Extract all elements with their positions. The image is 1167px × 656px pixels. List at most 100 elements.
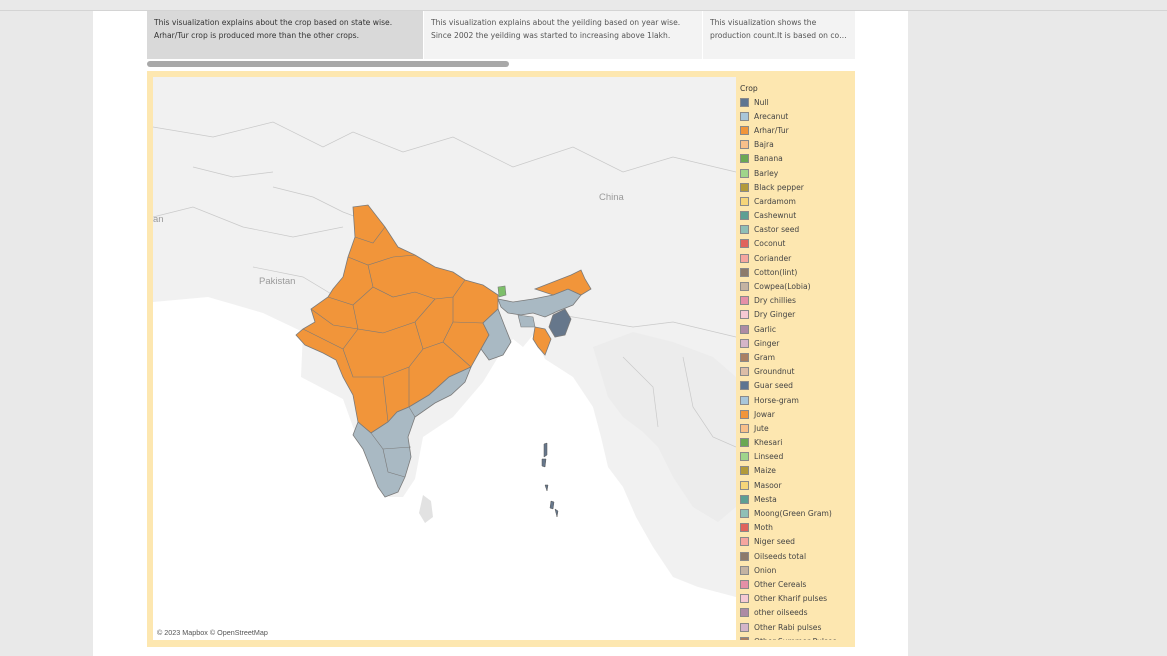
region-east-bengal[interactable] [480,308,512,361]
legend-item[interactable]: Masoor [740,478,852,492]
region-arunachal[interactable] [533,269,592,296]
legend-label: Dry Ginger [754,310,796,320]
legend-label: Gram [754,352,776,362]
legend-item[interactable]: Niger seed [740,535,852,549]
legend-item[interactable]: Jute [740,421,852,435]
legend-item[interactable]: Other Kharif pulses [740,592,852,606]
legend-item[interactable]: Coriander [740,251,852,265]
legend-label: Cardamom [754,196,796,206]
legend-label: Other Cereals [754,579,807,589]
legend-swatch [740,310,749,320]
legend-item[interactable]: Horse-gram [740,393,852,407]
legend-item[interactable]: Bajra [740,138,852,152]
legend-item[interactable]: Maize [740,464,852,478]
legend-items: Null Arecanut Arhar/Tur Bajra Banana Barley Bl… [740,95,852,640]
legend-item[interactable]: Coconut [740,237,852,251]
legend-item[interactable]: Gram [740,350,852,364]
legend-item[interactable]: Cowpea(Lobia) [740,279,852,293]
legend-item[interactable]: Linseed [740,450,852,464]
story-scrollbar-thumb[interactable] [147,61,509,67]
legend-item[interactable]: Oilseeds total [740,549,852,563]
map-label-pakistan: Pakistan [259,276,296,287]
legend-label: Ginger [754,338,780,348]
legend-swatch [740,551,749,561]
legend-swatch [740,211,749,221]
legend-label: Groundnut [754,367,795,377]
story-caption-bar: This visualization explains about the cr… [147,11,855,59]
region-south-india[interactable] [352,366,472,498]
legend-item[interactable]: Other Summer Pulses [740,634,852,640]
story-point-2-line-2: Since 2002 the yeilding was started to i… [431,30,671,40]
region-sikkim[interactable] [497,285,507,298]
legend-item[interactable]: Dry chillies [740,294,852,308]
legend-swatch [740,579,749,589]
legend-item[interactable]: Black pepper [740,180,852,194]
legend-item[interactable]: Null [740,95,852,109]
legend-item[interactable]: Dry Ginger [740,308,852,322]
story-scrollbar[interactable] [147,60,855,68]
map-attribution[interactable]: © 2023 Mapbox © OpenStreetMap [157,628,268,637]
legend-swatch [740,452,749,462]
region-meghalaya[interactable] [517,314,536,328]
legend-swatch [740,182,749,192]
legend-swatch [740,154,749,164]
state-borders-orange [302,226,484,423]
legend-label: Onion [754,565,777,575]
crop-map[interactable]: China Pakistan an © 2023 Mapbox © OpenSt… [153,77,736,640]
legend-item[interactable]: Cardamom [740,194,852,208]
sri-lanka-land [419,495,433,523]
legend-swatch [740,97,749,107]
legend-label: Arecanut [754,111,789,121]
ocean-water [153,297,736,640]
legend-label: Other Summer Pulses [754,637,837,640]
legend-swatch [740,409,749,419]
story-point-3[interactable]: This visualization shows the production … [703,11,855,59]
legend-swatch [740,111,749,121]
region-manipur-null[interactable] [548,308,572,338]
legend-swatch [740,239,749,249]
legend-swatch [740,140,749,150]
legend-item[interactable]: Jowar [740,407,852,421]
map-label-edge: an [153,214,164,225]
legend-swatch [740,395,749,405]
legend-item[interactable]: Onion [740,563,852,577]
legend-item[interactable]: Other Rabi pulses [740,620,852,634]
legend-swatch [740,494,749,504]
legend-swatch [740,282,749,292]
legend-item[interactable]: Mesta [740,492,852,506]
legend-item[interactable]: Moong(Green Gram) [740,506,852,520]
legend-item[interactable]: Arecanut [740,109,852,123]
legend-item[interactable]: Banana [740,152,852,166]
legend-item[interactable]: Guar seed [740,379,852,393]
legend-item[interactable]: Khesari [740,436,852,450]
legend-item[interactable]: Arhar/Tur [740,123,852,137]
legend-swatch [740,225,749,235]
region-mizoram[interactable] [532,326,552,356]
legend-label: Jowar [754,409,775,419]
state-borders-south [370,406,416,478]
story-point-1-line-2: Arhar/Tur crop is produced more than the… [154,30,360,40]
legend-item[interactable]: other oilseeds [740,606,852,620]
legend-item[interactable]: Groundnut [740,365,852,379]
legend-label: Masoor [754,480,782,490]
legend-swatch [740,196,749,206]
legend-item[interactable]: Other Cereals [740,577,852,591]
legend-item[interactable]: Barley [740,166,852,180]
region-assam[interactable] [497,288,582,318]
legend-item[interactable]: Cotton(lint) [740,265,852,279]
legend-swatch [740,125,749,135]
legend-item[interactable]: Castor seed [740,223,852,237]
legend-label: Niger seed [754,537,795,547]
region-andaman-nicobar[interactable] [541,442,559,518]
story-point-1[interactable]: This visualization explains about the cr… [147,11,423,59]
map-canvas [153,77,736,640]
legend-item[interactable]: Cashewnut [740,209,852,223]
legend-label: Black pepper [754,182,804,192]
legend-item[interactable]: Garlic [740,322,852,336]
story-point-2[interactable]: This visualization explains about the ye… [424,11,702,59]
legend-swatch [740,324,749,334]
legend-swatch [740,537,749,547]
legend-item[interactable]: Moth [740,521,852,535]
legend-item[interactable]: Ginger [740,336,852,350]
legend-label: Other Rabi pulses [754,622,822,632]
